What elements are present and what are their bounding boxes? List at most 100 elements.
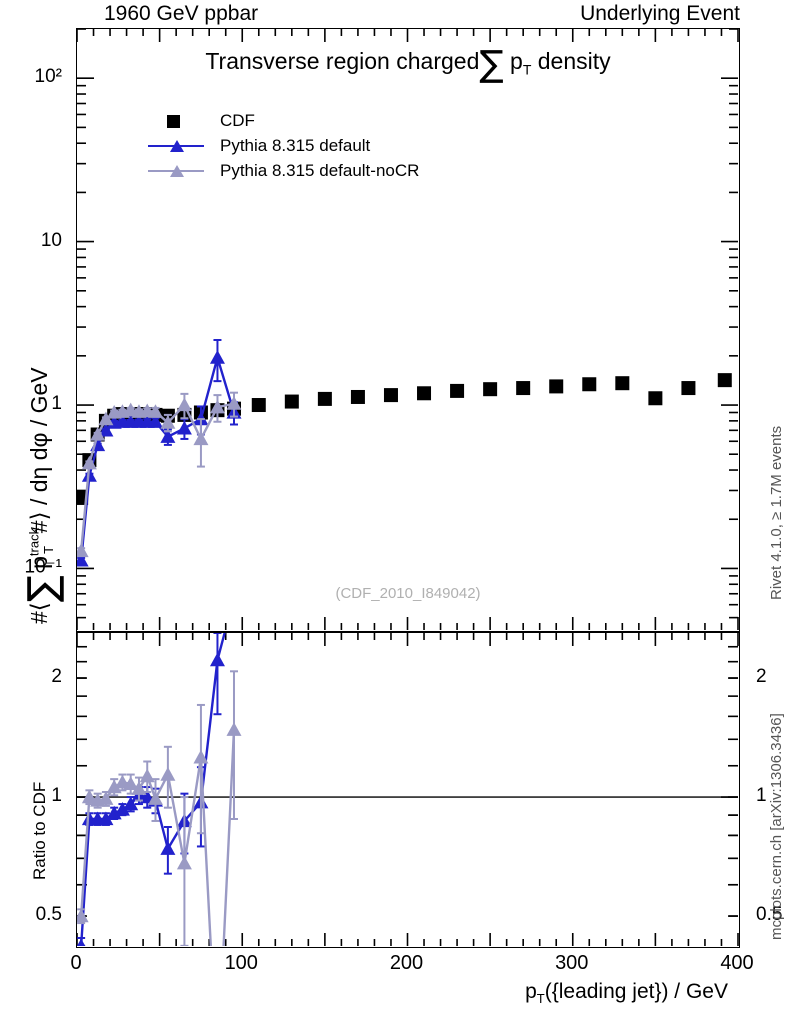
xaxis-title-sub: T	[536, 991, 545, 1007]
data-marker-triangle	[77, 908, 89, 923]
series-line	[79, 729, 236, 946]
data-marker-triangle	[160, 415, 176, 429]
ratio-plot-panel	[76, 632, 740, 948]
legend-label-pythia-default: Pythia 8.315 default	[220, 135, 371, 155]
sigma-glyph: ∑	[479, 44, 504, 85]
xtick-label: 100	[224, 952, 258, 974]
data-marker-triangle	[160, 429, 176, 443]
data-marker-triangle	[123, 796, 139, 811]
ratio-series-group	[77, 633, 242, 946]
ratio-plot-area	[77, 633, 739, 947]
header-analysis-category: Underlying Event	[580, 2, 740, 25]
data-marker-triangle	[131, 781, 147, 795]
ratio-ytick-label-right: 0.5	[756, 904, 783, 926]
legend-item-cdf[interactable]: CDF	[148, 108, 419, 133]
ratio-yaxis-tick-labels-right: 2 1 0.5	[746, 632, 786, 948]
xaxis-tick-labels: 0 100 200 300 400	[70, 952, 753, 978]
ratio-ytick-label: 1	[51, 785, 62, 807]
data-marker-triangle	[193, 749, 209, 764]
series-line	[79, 353, 236, 561]
rivet-version-note: Rivet 4.1.0, ≥ 1.7M events	[768, 425, 785, 600]
data-marker-triangle	[209, 652, 225, 667]
legend-item-pythia-default[interactable]: Pythia 8.315 default	[148, 133, 419, 158]
yaxis-b: #⟩ / dη dφ / GeV	[26, 367, 52, 534]
legend-label-cdf: CDF	[220, 110, 255, 130]
legend: CDF Pythia 8.315 default Pythia 8.315 de…	[148, 108, 419, 183]
data-marker-triangle	[77, 938, 86, 946]
main-plot-svg	[77, 29, 739, 630]
legend-key-triangle-line-icon	[148, 135, 210, 157]
data-marker-triangle	[160, 767, 176, 781]
data-marker-triangle	[209, 399, 225, 414]
data-marker-triangle	[81, 455, 97, 470]
data-marker-triangle	[98, 411, 114, 426]
legend-key-square-icon	[148, 110, 210, 132]
data-marker-triangle	[98, 422, 114, 437]
data-marker-triangle	[209, 350, 225, 364]
xaxis-title-p: p	[525, 980, 537, 1003]
data-marker-triangle	[147, 404, 163, 418]
plot-title-p: p	[510, 48, 523, 74]
xtick-label: 300	[555, 952, 589, 974]
data-marker-square	[317, 391, 332, 406]
data-marker-triangle	[176, 397, 192, 412]
data-marker-square	[350, 389, 365, 404]
plot-title-pre: Transverse region charged	[205, 48, 480, 74]
data-marker-triangle	[193, 431, 209, 446]
main-axis-ticks	[77, 29, 739, 630]
plot-title-post: density	[537, 48, 611, 74]
data-marker-square	[450, 383, 465, 398]
data-marker-triangle	[147, 414, 163, 428]
ratio-ytick-label: 2	[51, 666, 62, 688]
data-marker-square	[383, 388, 398, 403]
data-marker-square	[483, 382, 498, 397]
series-pythia-8-315-default-nocr	[77, 391, 242, 558]
series-pythia-8-315-default	[77, 338, 242, 567]
data-marker-triangle	[98, 811, 114, 826]
xaxis-title: pT({leading jet}) / GeV	[76, 980, 740, 1006]
data-marker-triangle	[114, 802, 130, 816]
xaxis-title-rest: ({leading jet}) / GeV	[544, 980, 728, 1003]
data-marker-triangle	[147, 791, 163, 805]
data-marker-square	[549, 379, 564, 394]
data-marker-square	[648, 391, 663, 406]
data-marker-square	[417, 386, 432, 401]
data-marker-square	[77, 490, 89, 505]
data-marker-triangle	[226, 396, 242, 410]
data-marker-square	[681, 381, 696, 396]
xtick-label: 200	[389, 952, 424, 974]
data-marker-triangle	[90, 427, 106, 441]
data-marker-square	[516, 381, 531, 396]
main-plot-panel	[76, 28, 740, 632]
main-yaxis-title: #⟨∑ ptrackT #⟩ / dη dφ / GeV	[20, 367, 66, 624]
main-yaxis-tick-labels: 10² 10 1 10⁻¹	[0, 28, 70, 632]
main-plot-area	[77, 29, 739, 631]
data-marker-triangle	[160, 841, 176, 855]
data-marker-triangle	[176, 855, 192, 870]
legend-item-pythia-nocr[interactable]: Pythia 8.315 default-noCR	[148, 158, 419, 183]
analysis-id-watermark: (CDF_2010_I849042)	[335, 585, 481, 602]
data-marker-triangle	[106, 805, 122, 820]
ratio-ytick-label: 0.5	[35, 904, 62, 926]
data-marker-square	[284, 394, 299, 409]
xtick-label: 400	[720, 952, 754, 974]
legend-key-triangle-line-nocr-icon	[148, 160, 210, 182]
series-cdf	[77, 373, 732, 505]
main-ytick-label: 1	[51, 393, 62, 415]
data-marker-triangle	[81, 789, 97, 804]
yaxis-sigma-glyph: ∑	[20, 575, 66, 603]
yaxis-a: #⟨	[26, 602, 52, 624]
ratio-series-pythia-8-315-default-nocr	[77, 670, 242, 946]
data-marker-triangle	[77, 543, 89, 558]
ratio-yaxis-tick-labels: 2 1 0.5	[0, 632, 70, 948]
data-marker-triangle	[226, 722, 242, 736]
yaxis-sub: T	[40, 545, 56, 554]
ratio-axis-ticks	[77, 633, 739, 946]
plot-title: Transverse region charged∑ pT density	[76, 47, 740, 83]
plot-title-sub: T	[522, 61, 532, 78]
yaxis-p: p	[26, 556, 52, 569]
main-ytick-label: 10	[40, 229, 62, 251]
main-ytick-label: 10⁻¹	[24, 556, 63, 578]
data-marker-square	[717, 373, 732, 388]
data-marker-triangle	[139, 768, 155, 783]
